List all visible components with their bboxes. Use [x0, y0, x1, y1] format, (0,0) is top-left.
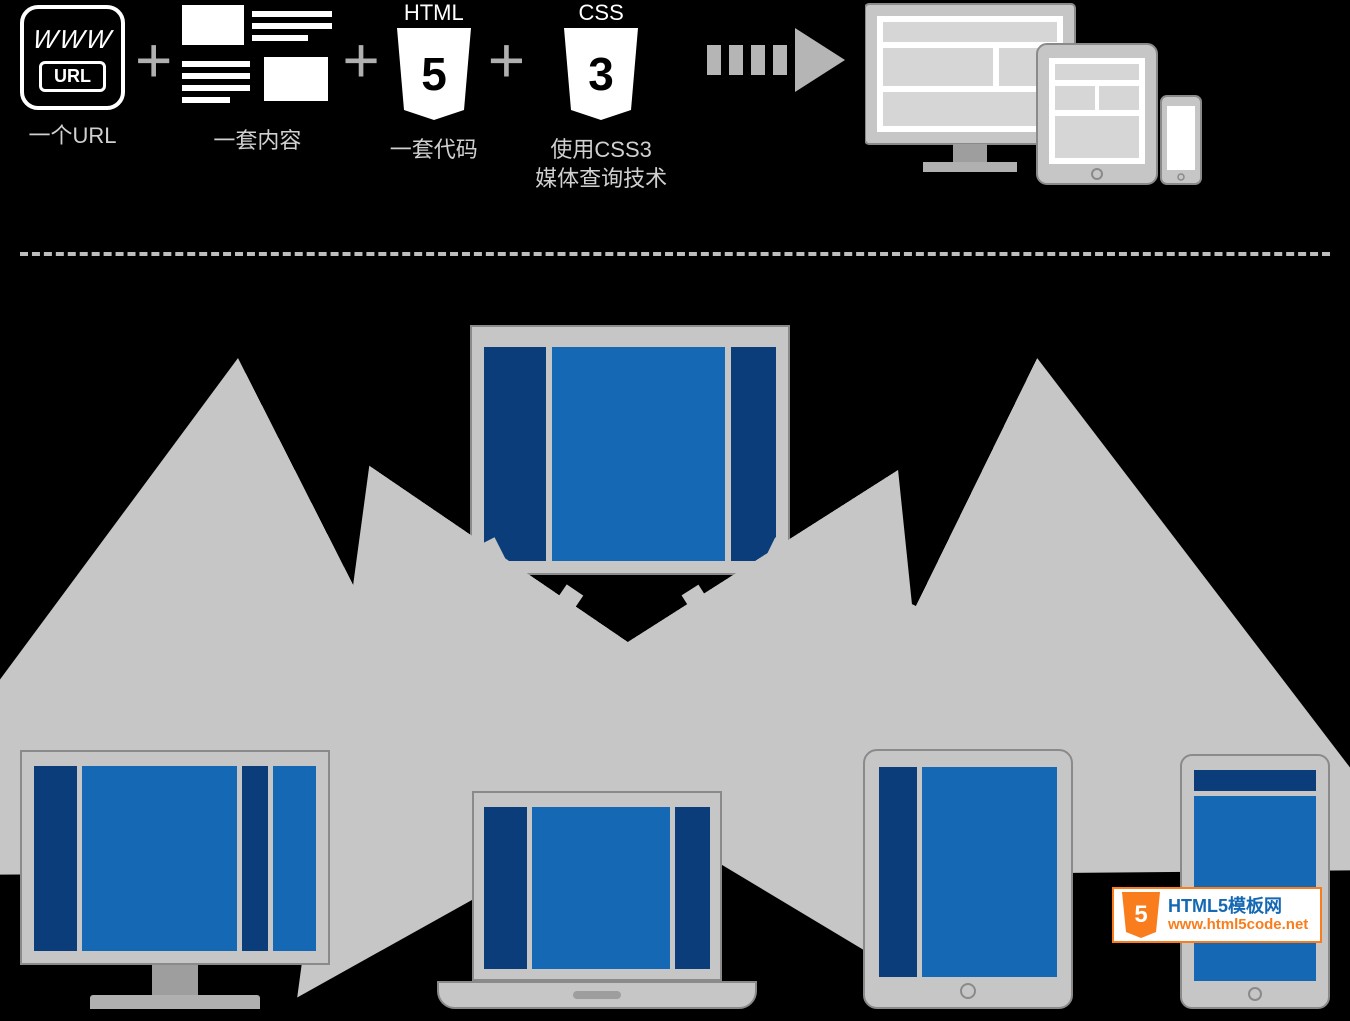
plus-icon: + — [135, 0, 172, 120]
formula-html5: HTML 5 一套代码 — [390, 0, 478, 165]
html5-shield-icon: 5 — [391, 28, 477, 124]
plus-icon: + — [488, 0, 525, 120]
formula-content-label: 一套内容 — [213, 127, 301, 156]
url-icon: WWW URL — [20, 5, 125, 110]
watermark-shield-icon: 5 — [1120, 892, 1162, 938]
svg-text:5: 5 — [1134, 901, 1147, 928]
formula-css3: CSS 3 使用CSS3 媒体查询技术 — [535, 0, 667, 193]
watermark-title: HTML5模板网 — [1168, 897, 1308, 917]
content-blocks-icon — [182, 5, 332, 115]
watermark-url: www.html5code.net — [1168, 917, 1308, 934]
target-devices-row — [20, 729, 1330, 1009]
formula-content: 一套内容 — [182, 0, 332, 156]
url-tag-text: URL — [39, 61, 106, 92]
source-layout-window — [470, 325, 790, 575]
formula-html5-label: 一套代码 — [390, 136, 478, 165]
svg-text:3: 3 — [588, 48, 614, 100]
device-desktop — [20, 750, 330, 1009]
device-phone — [1180, 754, 1330, 1009]
css3-top-label: CSS — [579, 0, 624, 26]
formula-row: WWW URL 一个URL + 一套内容 + HTML 5 一套代码 + CSS — [20, 0, 1330, 200]
formula-url-label: 一个URL — [28, 122, 116, 151]
device-laptop — [437, 791, 757, 1009]
formula-css3-label: 使用CSS3 媒体查询技术 — [535, 136, 667, 193]
device-tablet — [863, 749, 1073, 1009]
css3-shield-icon: 3 — [558, 28, 644, 124]
svg-text:5: 5 — [421, 48, 447, 100]
devices-cluster-icon — [865, 0, 1205, 190]
formula-url: WWW URL 一个URL — [20, 0, 125, 151]
dashed-separator — [20, 252, 1330, 256]
produces-arrow-icon — [707, 0, 845, 120]
plus-icon: + — [342, 0, 379, 120]
url-www-text: WWW — [31, 24, 115, 55]
html5-top-label: HTML — [404, 0, 464, 26]
watermark-badge: 5 HTML5模板网 www.html5code.net — [1112, 887, 1322, 943]
